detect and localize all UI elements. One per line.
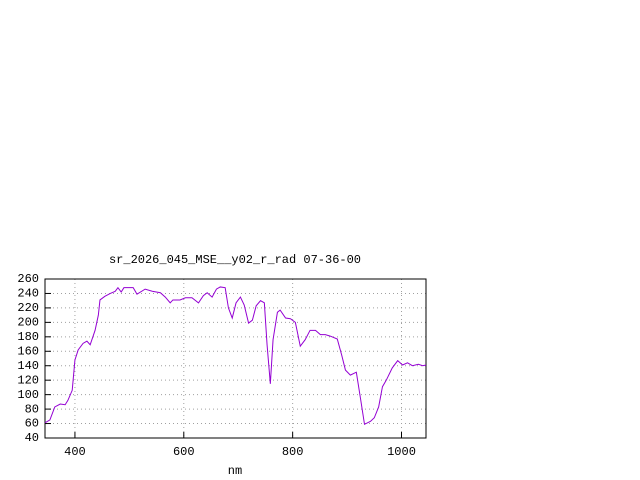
y-tick-label: 120 — [17, 373, 39, 387]
y-tick-label: 100 — [17, 388, 39, 402]
x-tick-label: 1000 — [387, 445, 416, 459]
chart-title: sr_2026_045_MSE__y02_r_rad 07-36-00 — [109, 253, 361, 267]
y-tick-label: 140 — [17, 359, 39, 373]
data-line — [44, 286, 427, 426]
y-tick-label: 180 — [17, 330, 39, 344]
y-tick-label: 260 — [17, 272, 39, 286]
y-tick-label: 240 — [17, 287, 39, 301]
y-tick-label: 220 — [17, 301, 39, 315]
x-axis-label: nm — [228, 464, 242, 478]
y-tick-label: 160 — [17, 344, 39, 358]
x-tick-label: 600 — [173, 445, 195, 459]
y-tick-label: 200 — [17, 316, 39, 330]
y-tick-label: 60 — [25, 417, 39, 431]
x-tick-label: 800 — [282, 445, 304, 459]
y-tick-label: 80 — [25, 402, 39, 416]
y-tick-label: 40 — [25, 431, 39, 445]
x-tick-label: 400 — [64, 445, 86, 459]
plot-border — [44, 278, 427, 439]
